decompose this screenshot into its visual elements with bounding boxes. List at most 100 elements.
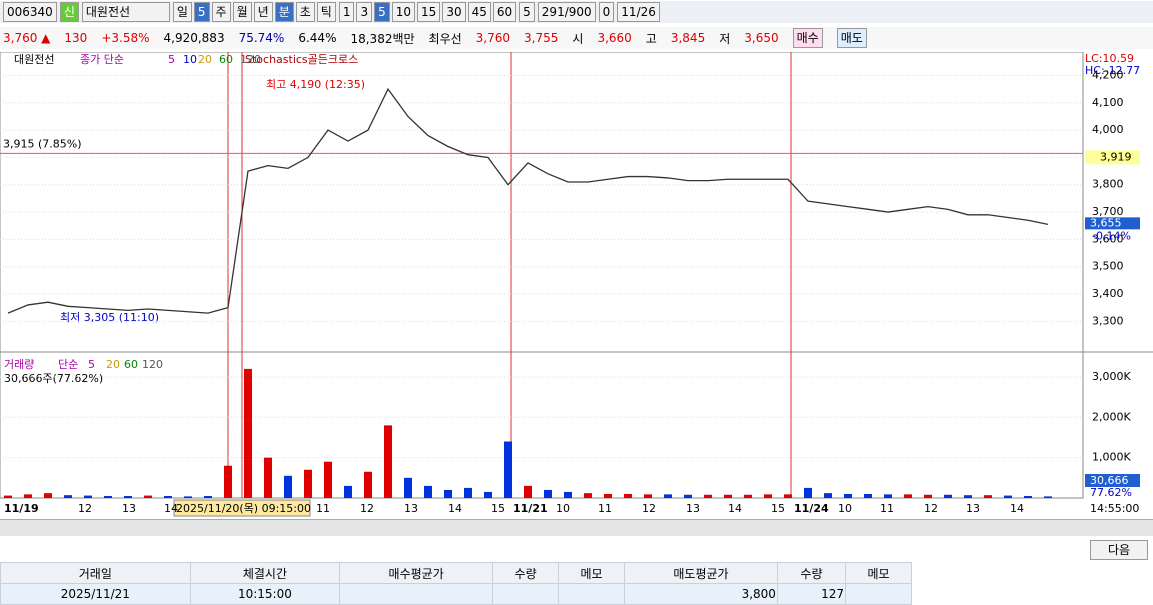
- code[interactable]: 006340: [3, 2, 57, 22]
- y-tick-label: 2,000K: [1092, 410, 1131, 423]
- interval-button[interactable]: 10: [391, 2, 416, 22]
- cursor-label: 2025/11/20(목) 09:15:00: [176, 502, 311, 515]
- volume-bar: [764, 494, 772, 498]
- field[interactable]: 0: [598, 2, 615, 22]
- ma-label: 5: [168, 53, 175, 66]
- x-tick-label: 14: [164, 502, 178, 515]
- high-note: 최고 4,190 (12:35): [266, 78, 365, 91]
- x-tick-label: 12: [78, 502, 92, 515]
- volume-bar: [424, 485, 432, 498]
- volume-bar: [124, 495, 132, 498]
- volume-bar: [564, 491, 572, 498]
- volume-bar: [1024, 495, 1032, 498]
- open-label: 시: [572, 31, 584, 46]
- period-button[interactable]: 월: [232, 2, 252, 22]
- period-button[interactable]: 년: [253, 2, 273, 22]
- volume-bar: [604, 493, 612, 498]
- volume-bar: [4, 495, 12, 498]
- last-rate: -0.14%: [1092, 229, 1131, 242]
- cell: [492, 583, 560, 605]
- volume-bar: [444, 489, 452, 498]
- next-button[interactable]: 다음: [1090, 540, 1148, 560]
- y-tick-label: 3,300: [1092, 314, 1124, 327]
- bid: 3,755: [524, 31, 559, 45]
- price-tag: [1085, 150, 1140, 165]
- ma-label: 120: [142, 358, 163, 371]
- range: 291: [541, 5, 565, 19]
- interval-button[interactable]: 1: [338, 2, 355, 22]
- volume-tag: [1085, 474, 1140, 487]
- date[interactable]: 11/26: [617, 2, 660, 22]
- volume-bar: [784, 494, 792, 498]
- period-button[interactable]: 분: [274, 2, 294, 22]
- volume-bar: [964, 495, 972, 498]
- y-tick-label: 4,100: [1092, 96, 1124, 109]
- volume-bar: [1044, 496, 1052, 498]
- volume-bar: [844, 493, 852, 498]
- sell-avg: 3,800: [624, 583, 778, 605]
- x-tick-label: 10: [838, 502, 852, 515]
- x-tick-label: 14: [448, 502, 462, 515]
- period-button[interactable]: 5: [193, 2, 210, 22]
- volume-bar: [44, 493, 52, 498]
- volume-bar: [624, 493, 632, 498]
- header-cell: 수량: [492, 562, 560, 584]
- cursor-box: [173, 499, 311, 517]
- x-tick-label: 11/19: [4, 502, 39, 515]
- interval-button[interactable]: 15: [417, 2, 441, 22]
- period-button[interactable]: 일: [172, 2, 192, 22]
- y-tick-label: 1,000K: [1092, 451, 1131, 464]
- x-tick-label: 15: [771, 502, 785, 515]
- volume-bar: [344, 485, 352, 498]
- header-cell: 거래일: [0, 562, 191, 584]
- count[interactable]: 5: [519, 2, 535, 22]
- volume-bar: [464, 487, 472, 498]
- period-button[interactable]: 초: [295, 2, 315, 22]
- ma-label: 20: [198, 53, 212, 66]
- range[interactable]: 291/900: [537, 2, 596, 22]
- ma-label: 120: [240, 53, 261, 66]
- x-tick-label: 12: [360, 502, 374, 515]
- volume-bar: [684, 494, 692, 498]
- price-line: [7, 87, 1049, 314]
- x-tick-label: 13: [686, 502, 700, 515]
- interval-button[interactable]: 5: [374, 2, 390, 22]
- period-button[interactable]: 주: [211, 2, 231, 22]
- scrollbar[interactable]: [0, 519, 1153, 536]
- open: 3,660: [597, 31, 632, 45]
- high: 3,845: [670, 31, 706, 45]
- last-tag: [1085, 217, 1140, 230]
- buy-button[interactable]: 매수: [792, 28, 823, 48]
- stock-name[interactable]: 대원전선: [81, 2, 170, 22]
- high-label: 고: [645, 31, 657, 46]
- volume-bar: [384, 425, 392, 498]
- volume-bar: [104, 495, 112, 498]
- range-total: /900: [564, 5, 592, 19]
- intervals: 1 3 5 10 15 30 45 60: [338, 2, 517, 22]
- period-button[interactable]: 틱: [316, 2, 336, 22]
- header-cell: 매수평균가: [339, 562, 494, 584]
- cell: [339, 583, 494, 605]
- ma-label: 60: [124, 358, 138, 371]
- volume-bar: [84, 495, 92, 498]
- row: 2025/11/21 10:15:00 3,800 127: [0, 583, 912, 605]
- x-tick-label: 14: [1010, 502, 1024, 515]
- volume-bar: [144, 495, 152, 498]
- volume-bar: [704, 494, 712, 498]
- header-cell: 수량: [776, 562, 847, 584]
- volume-bar: [284, 475, 292, 498]
- header-row: 거래일 체결시간 매수평균가 수량 메모 매도평균가 수량 메모: [0, 562, 912, 584]
- low-label: 저: [719, 31, 731, 46]
- ma-label: 60: [219, 53, 233, 66]
- y-tick-label: 3,400: [1092, 287, 1124, 300]
- sell-button[interactable]: 매도: [836, 28, 867, 48]
- interval-button[interactable]: 30: [442, 2, 466, 22]
- header-cell: 메모: [558, 562, 625, 584]
- plot-frame: [0, 52, 1084, 499]
- interval-button[interactable]: 3: [356, 2, 373, 22]
- volume-bar: [824, 493, 832, 498]
- interval-button[interactable]: 45: [467, 2, 491, 22]
- interval-button[interactable]: 60: [492, 2, 517, 22]
